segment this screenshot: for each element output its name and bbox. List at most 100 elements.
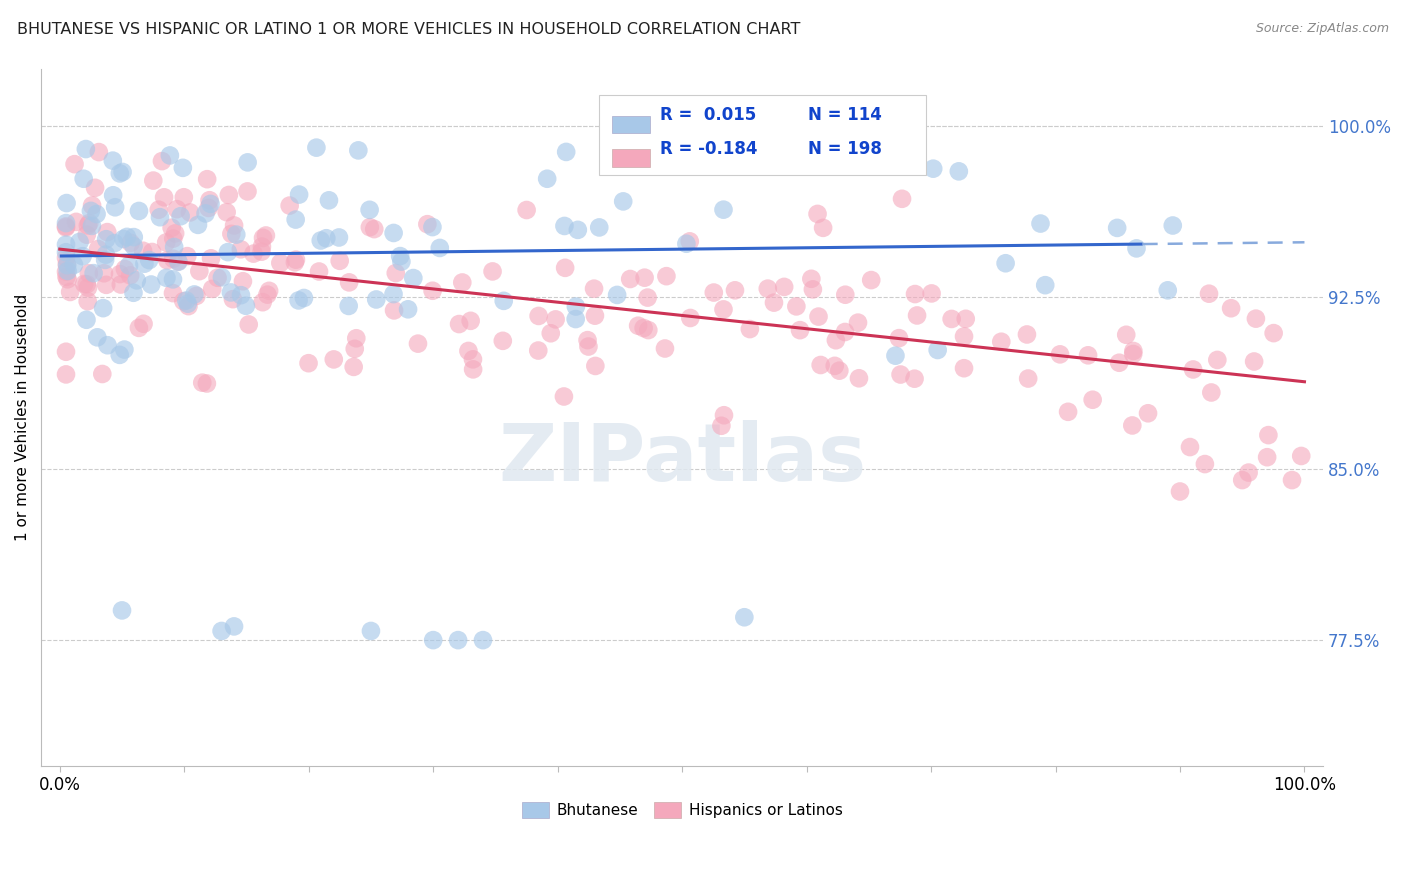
Point: [96, 277, 118, 292]
Point: [288, 187, 311, 202]
Point: [460, 314, 482, 328]
Point: [55, 237, 77, 252]
Point: [860, 273, 883, 287]
Point: [834, 287, 856, 301]
Point: [55, 220, 77, 235]
Point: [80, 198, 103, 212]
Point: [309, 234, 332, 248]
Point: [138, 253, 160, 268]
Point: [94, 252, 117, 267]
Point: [1125, 241, 1147, 255]
Point: [96, 232, 118, 246]
Point: [238, 318, 260, 332]
Text: N = 114: N = 114: [808, 106, 882, 124]
Point: [155, 235, 177, 250]
Point: [173, 190, 195, 204]
Point: [359, 202, 381, 217]
Point: [236, 155, 259, 169]
Point: [254, 228, 277, 243]
Point: [363, 222, 385, 236]
Point: [177, 296, 200, 310]
Point: [948, 164, 970, 178]
Point: [110, 277, 132, 292]
Point: [891, 192, 914, 206]
Point: [229, 242, 252, 256]
Point: [160, 220, 183, 235]
Point: [167, 254, 190, 268]
Point: [382, 287, 405, 301]
Point: [328, 230, 350, 244]
Point: [679, 310, 702, 325]
Point: [360, 624, 382, 638]
Point: [162, 286, 184, 301]
Point: [713, 409, 735, 423]
Point: [1257, 428, 1279, 442]
Point: [846, 316, 869, 330]
Point: [257, 284, 280, 298]
Point: [654, 342, 676, 356]
Point: [1237, 466, 1260, 480]
Point: [55, 368, 77, 382]
Point: [801, 282, 824, 296]
Point: [162, 252, 184, 266]
Point: [347, 144, 370, 158]
Point: [177, 299, 200, 313]
Point: [76, 227, 98, 242]
Point: [73, 277, 96, 291]
Point: [733, 610, 755, 624]
Point: [172, 294, 194, 309]
Point: [115, 230, 138, 244]
Point: [179, 205, 201, 219]
Text: R = -0.184: R = -0.184: [661, 140, 758, 159]
Point: [201, 282, 224, 296]
Point: [222, 619, 245, 633]
Point: [73, 171, 96, 186]
Point: [406, 336, 429, 351]
Point: [80, 219, 103, 233]
Point: [232, 274, 254, 288]
Point: [583, 309, 606, 323]
Point: [87, 242, 110, 256]
Point: [197, 201, 219, 215]
Point: [132, 244, 155, 258]
Point: [457, 343, 479, 358]
Point: [553, 389, 575, 403]
Point: [55, 265, 77, 279]
Point: [516, 202, 538, 217]
Point: [1178, 440, 1201, 454]
Point: [183, 287, 205, 301]
Point: [472, 633, 495, 648]
Point: [655, 269, 678, 284]
Point: [905, 309, 928, 323]
Point: [1243, 354, 1265, 368]
Point: [785, 299, 807, 313]
Point: [887, 331, 910, 345]
Point: [588, 220, 610, 235]
Point: [142, 173, 165, 187]
Point: [1049, 347, 1071, 361]
Point: [166, 202, 188, 216]
Point: [583, 359, 606, 373]
Point: [87, 145, 110, 159]
Point: [1108, 356, 1130, 370]
Point: [461, 352, 484, 367]
Point: [578, 339, 600, 353]
Point: [207, 270, 229, 285]
Point: [108, 348, 131, 362]
Point: [583, 282, 606, 296]
Point: [481, 264, 503, 278]
Point: [69, 235, 91, 249]
Point: [229, 288, 252, 302]
Point: [172, 161, 194, 175]
Point: [1157, 283, 1180, 297]
Point: [565, 300, 588, 314]
Point: [284, 255, 307, 269]
Point: [225, 227, 247, 242]
Point: [1220, 301, 1243, 316]
Point: [153, 190, 176, 204]
Point: [828, 364, 851, 378]
Point: [337, 299, 360, 313]
Point: [990, 334, 1012, 349]
Point: [422, 220, 444, 235]
FancyBboxPatch shape: [612, 116, 650, 134]
